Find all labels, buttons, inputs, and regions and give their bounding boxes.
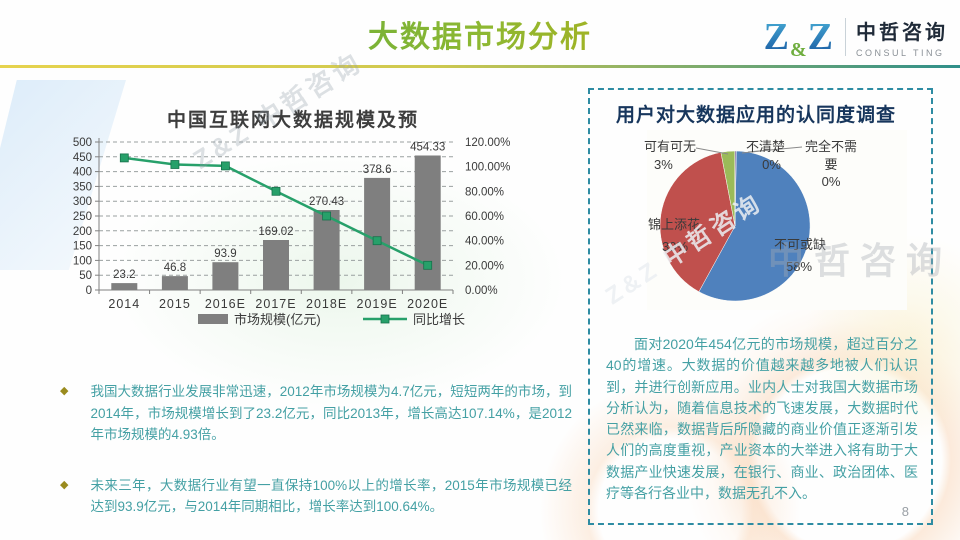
- logo-z-left: Z: [763, 16, 789, 58]
- pie-chart-canvas: [647, 130, 907, 310]
- logo-tagline: CONSUL TING: [856, 48, 945, 58]
- logo-z-right: Z: [807, 16, 833, 58]
- line-marker: [372, 236, 382, 246]
- line-marker: [322, 211, 332, 221]
- bar-value-label: 93.9: [214, 248, 236, 260]
- pie-label-unclear: 不清楚 0%: [746, 139, 786, 172]
- bar-value-label: 46.8: [164, 262, 186, 274]
- company-logo: Z&Z 中哲咨询 CONSUL TING: [763, 16, 948, 60]
- bullet-item: ◆ 我国大数据行业发展非常迅速，2012年市场规模为4.7亿元，短短两年的市场，…: [60, 381, 572, 446]
- pie-label-indispensable: 不可或缺 58%: [774, 237, 827, 274]
- left-axis-tick: 250: [73, 211, 92, 223]
- line-marker: [119, 153, 129, 163]
- survey-panel-title: 用户对大数据应用的认同度调查: [616, 105, 897, 126]
- left-axis-tick: 400: [73, 167, 92, 179]
- x-axis-label: 2014: [108, 297, 140, 311]
- recognition-pie-chart: 可有可无 3% 不清楚 0% 完全不需要 0% 锦上添花 39% 不可或缺 58…: [590, 126, 935, 316]
- logo-zz-mark: Z&Z: [763, 16, 833, 60]
- logo-divider: [845, 18, 846, 56]
- page-title: 大数据市场分析: [0, 12, 960, 56]
- left-axis-tick: 0: [86, 285, 92, 297]
- x-axis-label: 2017E: [255, 297, 296, 311]
- pie-label-not-needed: 完全不需要 0%: [804, 139, 857, 190]
- left-axis-tick: 350: [73, 181, 92, 193]
- legend-bar-swatch: [198, 314, 228, 324]
- analysis-paragraph: 面对2020年454亿元的市场规模，超过百分之40的增速。大数据的价值越来越多地…: [606, 336, 918, 501]
- x-axis-label: 2016E: [205, 297, 246, 311]
- x-axis-label: 2015: [159, 297, 191, 311]
- diamond-bullet-icon: ◆: [60, 478, 69, 491]
- bar: [364, 177, 391, 290]
- right-axis-tick: 100.00%: [465, 162, 510, 174]
- left-axis-tick: 150: [73, 241, 92, 253]
- bar: [313, 210, 340, 290]
- logo-ampersand: &: [789, 39, 807, 61]
- legend-bar-label: 市场规模(亿元): [234, 312, 321, 327]
- left-axis-tick: 500: [73, 137, 92, 149]
- bar-value-label: 23.2: [113, 269, 135, 281]
- bar-value-label: 454.33: [410, 142, 445, 154]
- right-axis-tick: 0.00%: [465, 285, 498, 297]
- bar: [212, 262, 239, 290]
- left-axis-tick: 300: [73, 196, 92, 208]
- bullet-text: 未来三年，大数据行业有望一直保持100%以上的增长率，2015年市场规模已经达到…: [90, 477, 572, 515]
- survey-panel: 用户对大数据应用的认同度调查 可有可无 3% 不清楚 0% 完全不需要 0% 锦…: [588, 88, 933, 525]
- left-axis-tick: 200: [73, 226, 92, 238]
- line-marker: [170, 160, 180, 169]
- logo-company-name: 中哲咨询: [856, 22, 948, 44]
- bullet-item: ◆ 未来三年，大数据行业有望一直保持100%以上的增长率，2015年市场规模已经…: [60, 475, 572, 518]
- bar: [111, 283, 138, 290]
- right-axis-tick: 20.00%: [465, 260, 504, 272]
- page-number: 8: [901, 504, 909, 519]
- leader-line: [695, 147, 729, 155]
- diamond-bullet-icon: ◆: [60, 385, 69, 397]
- bar-value-label: 378.6: [363, 164, 392, 176]
- line-marker: [220, 161, 230, 171]
- left-axis-tick: 450: [73, 152, 92, 164]
- x-axis-label: 2018E: [306, 297, 347, 311]
- combo-chart-canvas: 0 50 100 150 200 250 300 350 400 450 500 0.00% 20.00…: [73, 108, 511, 327]
- bar: [414, 155, 441, 290]
- logo-text: 中哲咨询 CONSUL TING: [856, 16, 948, 58]
- pie-label-icing: 锦上添花 39%: [648, 217, 701, 254]
- header-divider-line: [0, 65, 960, 68]
- line-marker: [271, 186, 281, 196]
- line-marker: [423, 260, 433, 270]
- right-axis-tick: 80.00%: [465, 186, 504, 198]
- x-axis-label: 2020E: [407, 297, 448, 311]
- pie-label-optional: 可有可无 3%: [644, 139, 697, 172]
- right-axis-tick: 40.00%: [465, 236, 504, 248]
- x-axis-label: 2019E: [357, 297, 398, 311]
- right-axis-tick: 60.00%: [465, 211, 504, 223]
- pie-slice: [698, 150, 811, 302]
- bullet-list: ◆ 我国大数据行业发展非常迅速，2012年市场规模为4.7亿元，短短两年的市场，…: [60, 381, 572, 518]
- right-axis-tick: 120.00%: [465, 137, 510, 149]
- chart-title: 中国互联网大数据规模及预: [167, 108, 419, 131]
- bullet-text: 我国大数据行业发展非常迅速，2012年市场规模为4.7亿元，短短两年的市场，到2…: [90, 384, 572, 443]
- pie-slice: [734, 150, 737, 227]
- left-axis-tick: 100: [73, 255, 92, 267]
- market-size-chart: 0 50 100 150 200 250 300 350 400 450 500 0.00% 20.00…: [63, 98, 541, 340]
- pie-slice: [659, 152, 736, 293]
- bar-value-label: 270.43: [309, 196, 344, 208]
- left-axis-tick: 50: [79, 270, 92, 282]
- bar: [263, 240, 289, 290]
- bar-value-label: 169.02: [258, 226, 293, 238]
- leader-line: [747, 146, 803, 153]
- bar: [161, 276, 188, 290]
- legend-line-label: 同比增长: [413, 312, 465, 327]
